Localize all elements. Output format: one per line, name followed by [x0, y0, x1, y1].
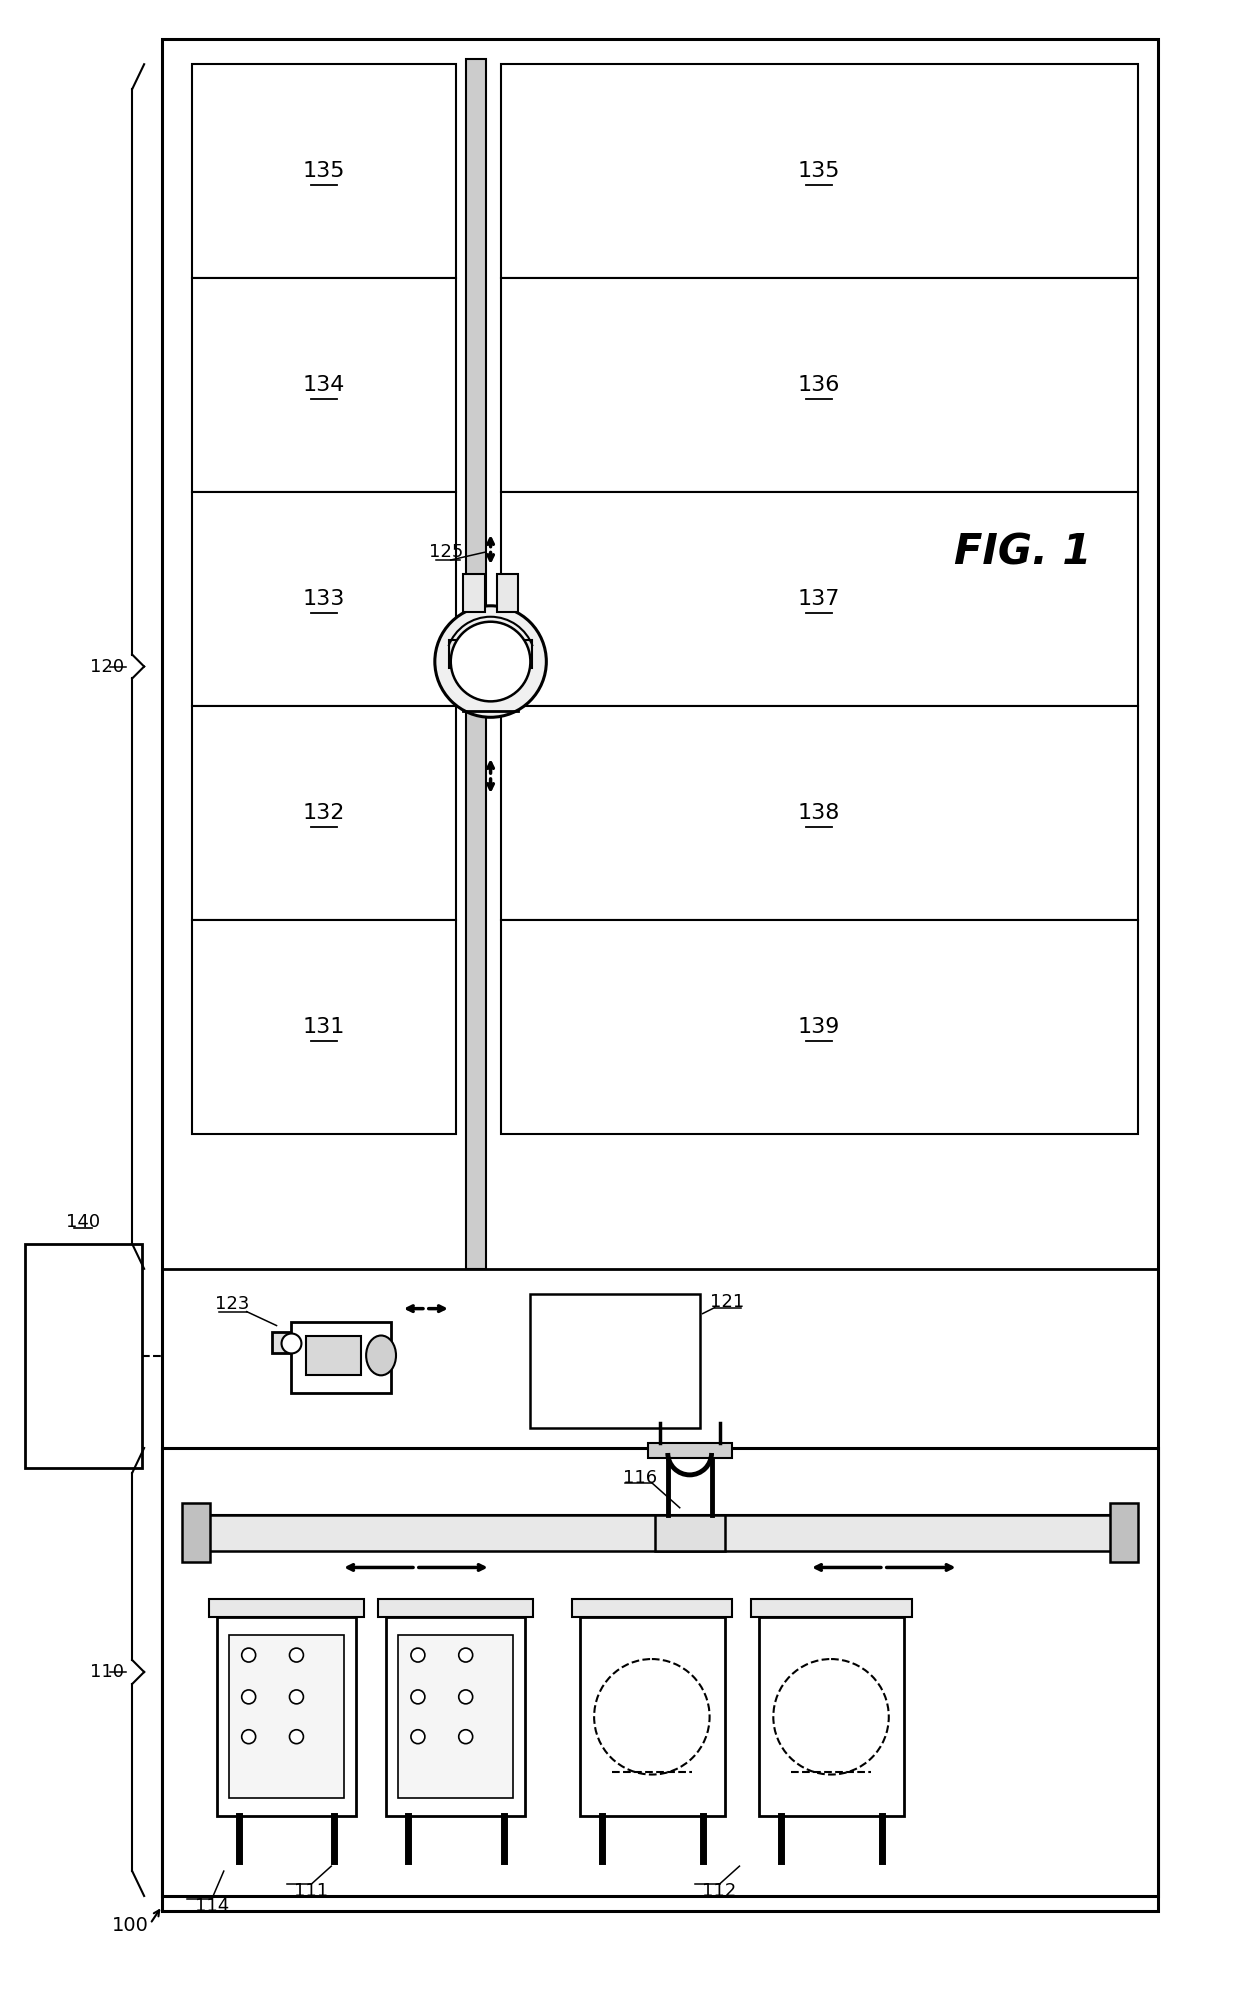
Text: 121: 121	[711, 1292, 745, 1310]
Circle shape	[435, 607, 547, 717]
Text: 114: 114	[195, 1896, 229, 1915]
Bar	[378, 1599, 533, 1617]
Bar	[466, 58, 486, 1270]
Bar	[192, 920, 456, 1135]
Circle shape	[289, 1690, 304, 1704]
Text: 137: 137	[797, 589, 841, 609]
Bar	[518, 639, 532, 667]
Bar	[449, 639, 463, 667]
Bar	[501, 279, 1137, 492]
Circle shape	[242, 1690, 255, 1704]
Circle shape	[459, 1647, 472, 1661]
Bar	[751, 1599, 911, 1617]
Bar	[1110, 1503, 1137, 1563]
Bar	[217, 1617, 356, 1816]
Circle shape	[459, 1690, 472, 1704]
Text: 139: 139	[797, 1017, 841, 1037]
Text: 116: 116	[622, 1469, 657, 1487]
Circle shape	[289, 1647, 304, 1661]
Circle shape	[242, 1647, 255, 1661]
Bar	[386, 1617, 526, 1816]
Bar	[182, 1503, 210, 1563]
Bar	[272, 1332, 289, 1354]
Bar	[208, 1599, 365, 1617]
Bar	[162, 40, 1158, 1911]
Bar	[398, 1635, 513, 1798]
Bar	[580, 1617, 724, 1816]
Circle shape	[774, 1659, 889, 1774]
Bar	[192, 707, 456, 920]
Bar	[531, 1294, 699, 1428]
Circle shape	[410, 1730, 425, 1744]
Bar	[192, 492, 456, 707]
Bar	[192, 279, 456, 492]
Bar	[496, 575, 518, 613]
Bar	[187, 1515, 1132, 1551]
Bar	[655, 1515, 724, 1551]
Text: 135: 135	[797, 161, 841, 181]
Text: FIG. 1: FIG. 1	[955, 530, 1092, 573]
Bar	[25, 1244, 143, 1469]
Text: 131: 131	[303, 1017, 345, 1037]
Bar	[228, 1635, 345, 1798]
Text: 132: 132	[303, 804, 345, 824]
Text: 135: 135	[303, 161, 345, 181]
Bar	[501, 920, 1137, 1135]
Bar	[572, 1599, 733, 1617]
Circle shape	[242, 1730, 255, 1744]
Text: 110: 110	[91, 1663, 124, 1682]
Text: 120: 120	[91, 657, 124, 675]
Bar	[463, 575, 485, 613]
Text: 100: 100	[112, 1917, 149, 1935]
Text: 123: 123	[215, 1294, 249, 1312]
Text: 138: 138	[797, 804, 841, 824]
Bar	[291, 1322, 391, 1394]
Circle shape	[289, 1730, 304, 1744]
Bar	[501, 64, 1137, 279]
Text: 134: 134	[303, 376, 345, 396]
Text: 140: 140	[67, 1213, 100, 1232]
Circle shape	[451, 621, 531, 701]
Text: 111: 111	[294, 1882, 329, 1901]
Text: 136: 136	[797, 376, 841, 396]
Bar	[162, 1448, 1158, 1896]
Bar	[647, 1442, 733, 1459]
Text: 112: 112	[702, 1882, 737, 1901]
Circle shape	[410, 1647, 425, 1661]
Circle shape	[410, 1690, 425, 1704]
Ellipse shape	[366, 1336, 396, 1376]
Text: 133: 133	[303, 589, 345, 609]
Text: 125: 125	[429, 542, 463, 561]
Bar	[192, 64, 456, 279]
Bar	[501, 492, 1137, 707]
Ellipse shape	[281, 1334, 301, 1354]
Bar	[306, 1336, 361, 1376]
Circle shape	[594, 1659, 709, 1774]
Circle shape	[459, 1730, 472, 1744]
Bar	[501, 707, 1137, 920]
Bar	[759, 1617, 904, 1816]
